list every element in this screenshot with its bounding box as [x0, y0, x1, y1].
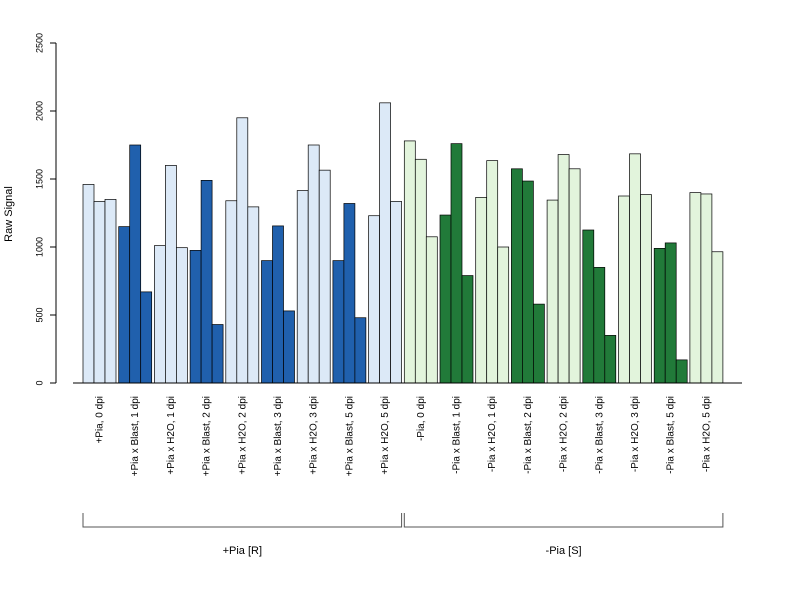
bar: [104, 199, 117, 384]
bar: [176, 247, 188, 384]
bar: [475, 197, 488, 384]
bar: [522, 180, 534, 384]
bar: [247, 206, 260, 384]
bar: [546, 199, 559, 384]
category-labels: +Pia, 0 dpi +Pia x Blast, 1 dpi +Pia x H2O…: [95, 396, 713, 476]
bar: [593, 267, 606, 384]
bar: [461, 275, 474, 384]
category-label: +Pia x H2O, 1 dpi: [166, 396, 177, 475]
bar: [618, 195, 630, 384]
bar: [379, 102, 391, 384]
bar: [604, 335, 617, 384]
bar: [283, 310, 295, 384]
bar: [700, 193, 713, 384]
y-axis: 0 500 1000 1500 2000 2500: [34, 33, 57, 386]
bar: [118, 226, 131, 384]
bar: [582, 229, 595, 384]
bars: [82, 102, 724, 384]
bar: [318, 169, 331, 384]
bar: [425, 236, 438, 384]
group-brackets: +Pia [R] -Pia [S]: [82, 513, 724, 557]
category-label: -Pia x Blast, 2 dpi: [523, 396, 534, 474]
y-tick-label: 2500: [34, 33, 44, 53]
bar: [189, 250, 202, 384]
bar: [689, 192, 702, 384]
bar: [211, 324, 224, 384]
bar: [236, 117, 249, 384]
y-tick-label: 2000: [34, 101, 44, 121]
category-label: -Pia x H2O, 1 dpi: [487, 396, 498, 472]
bar: [93, 201, 106, 384]
bar: [225, 200, 238, 384]
y-tick-label: 1000: [34, 237, 44, 257]
bar: [343, 203, 356, 384]
bar: [557, 154, 570, 384]
bar: [390, 201, 402, 384]
category-label: -Pia, 0 dpi: [416, 396, 427, 441]
category-label: +Pia x Blast, 5 dpi: [344, 396, 355, 476]
bar: [332, 260, 345, 384]
group-bracket: [82, 513, 403, 528]
y-tick-label: 1500: [34, 169, 44, 189]
category-label: -Pia x H2O, 5 dpi: [701, 396, 712, 472]
bar: [653, 248, 666, 384]
category-label: +Pia x H2O, 2 dpi: [237, 396, 248, 475]
bar: [272, 225, 284, 384]
bar: [261, 260, 273, 384]
bar: [82, 184, 95, 384]
category-label: -Pia x Blast, 3 dpi: [594, 396, 605, 474]
category-label: -Pia x Blast, 5 dpi: [666, 396, 677, 474]
group-bracket: [403, 513, 724, 528]
bar: [200, 180, 213, 384]
bar: [403, 140, 416, 384]
bar: [711, 251, 724, 384]
bar: [140, 291, 153, 384]
bar: [664, 242, 677, 384]
category-label: -Pia x H2O, 2 dpi: [559, 396, 570, 472]
bar: [629, 153, 641, 384]
bar: [129, 144, 142, 384]
category-label: +Pia x H2O, 3 dpi: [309, 396, 320, 475]
bar: [307, 144, 320, 384]
bar: [497, 246, 510, 384]
y-tick-label: 0: [34, 380, 44, 385]
y-axis-label: Raw Signal: [3, 186, 15, 242]
bar: [296, 190, 309, 384]
category-label: +Pia x H2O, 5 dpi: [380, 396, 391, 475]
category-label: +Pia x Blast, 3 dpi: [273, 396, 284, 476]
group-label: +Pia [R]: [223, 545, 262, 557]
bar: [568, 168, 581, 384]
category-label: +Pia x Blast, 1 dpi: [130, 396, 141, 476]
bar: [354, 317, 367, 384]
category-label: -Pia x H2O, 3 dpi: [630, 396, 641, 472]
bar: [450, 143, 463, 384]
bar: [640, 194, 652, 384]
bar: [533, 303, 545, 384]
bar: [165, 165, 177, 384]
category-label: +Pia x Blast, 2 dpi: [202, 396, 213, 476]
bar: [154, 245, 166, 384]
category-label: -Pia x Blast, 1 dpi: [452, 396, 463, 474]
bar: [675, 359, 688, 384]
group-label: -Pia [S]: [546, 545, 582, 557]
bar: [439, 214, 452, 384]
bar: [368, 215, 380, 384]
bar: [414, 158, 427, 384]
bar: [511, 168, 523, 384]
y-tick-label: 500: [34, 307, 44, 322]
category-label: +Pia, 0 dpi: [95, 396, 106, 444]
bar: [486, 160, 499, 384]
